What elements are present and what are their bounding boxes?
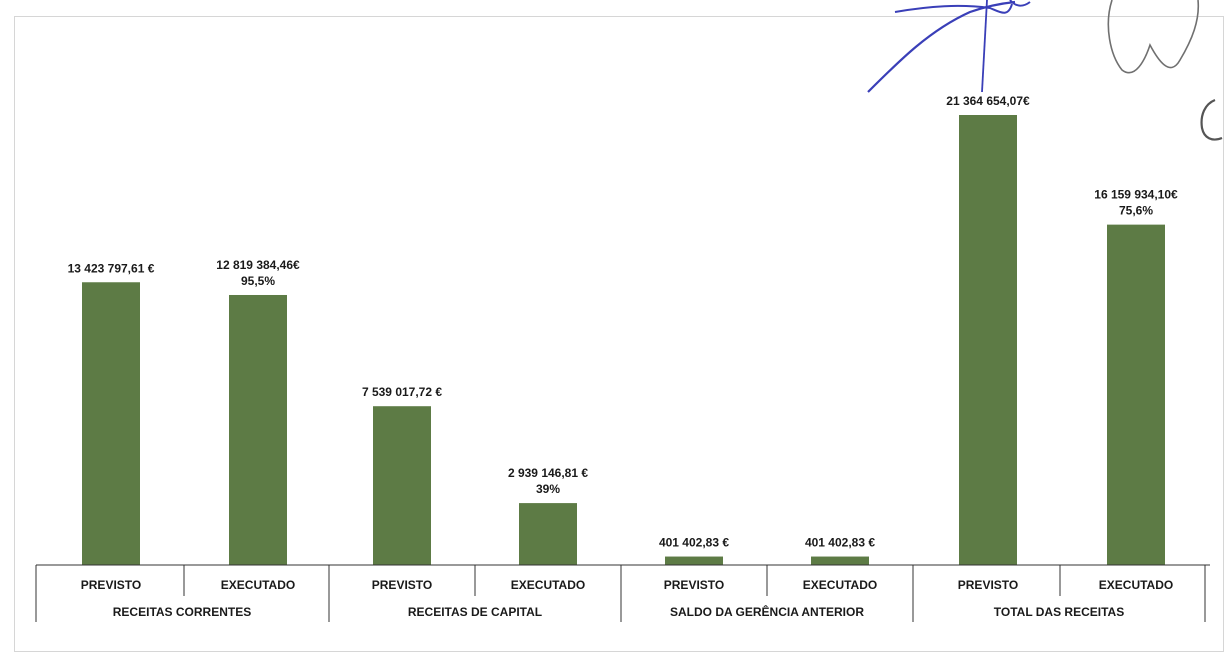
bar-value-label: 13 423 797,61 € bbox=[68, 261, 155, 275]
bar-percent-label: 39% bbox=[536, 482, 560, 496]
bar-receitas-de-capital-executado bbox=[519, 503, 577, 565]
category-tick-label: EXECUTADO bbox=[803, 578, 877, 592]
category-tick-label: PREVISTO bbox=[81, 578, 141, 592]
category-tick-label: PREVISTO bbox=[372, 578, 432, 592]
category-tick-label: PREVISTO bbox=[958, 578, 1018, 592]
value-labels-layer: 13 423 797,61 € 12 819 384,46€ 95,5% 7 539 … bbox=[68, 94, 1178, 550]
group-tick-label: SALDO DA GERÊNCIA ANTERIOR bbox=[670, 604, 864, 619]
handwritten-signature bbox=[867, 0, 1223, 141]
bar-value-label: 401 402,83 € bbox=[805, 536, 875, 550]
group-tick-label: TOTAL DAS RECEITAS bbox=[994, 605, 1124, 619]
bar-value-label: 7 539 017,72 € bbox=[362, 385, 442, 399]
bar-saldo-da-ger-ncia-anterior-previsto bbox=[665, 556, 723, 565]
bar-receitas-de-capital-previsto bbox=[373, 406, 431, 565]
bar-value-label: 21 364 654,07€ bbox=[946, 94, 1030, 108]
group-tick-label: RECEITAS CORRENTES bbox=[113, 605, 251, 619]
bar-total-das-receitas-previsto bbox=[959, 115, 1017, 565]
bar-receitas-correntes-executado bbox=[229, 294, 287, 565]
bar-value-label: 16 159 934,10€ bbox=[1094, 188, 1178, 202]
bars-layer bbox=[82, 115, 1165, 566]
category-tick-label: EXECUTADO bbox=[511, 578, 585, 592]
bar-value-label: 12 819 384,46€ bbox=[216, 258, 300, 272]
bar-receitas-correntes-previsto bbox=[82, 282, 140, 565]
category-tick-label: PREVISTO bbox=[664, 578, 724, 592]
group-tick-label: RECEITAS DE CAPITAL bbox=[408, 605, 542, 619]
bar-saldo-da-ger-ncia-anterior-executado bbox=[811, 556, 869, 565]
bar-percent-label: 95,5% bbox=[241, 274, 275, 288]
bar-value-label: 401 402,83 € bbox=[659, 536, 729, 550]
bar-total-das-receitas-executado bbox=[1107, 224, 1165, 566]
category-axis: PREVISTO EXECUTADO PREVISTO EXECUTADO PREVIS… bbox=[35, 564, 1210, 622]
bar-percent-label: 75,6% bbox=[1119, 204, 1153, 218]
bar-value-label: 2 939 146,81 € bbox=[508, 466, 588, 480]
category-tick-label: EXECUTADO bbox=[1099, 578, 1173, 592]
category-tick-label: EXECUTADO bbox=[221, 578, 295, 592]
